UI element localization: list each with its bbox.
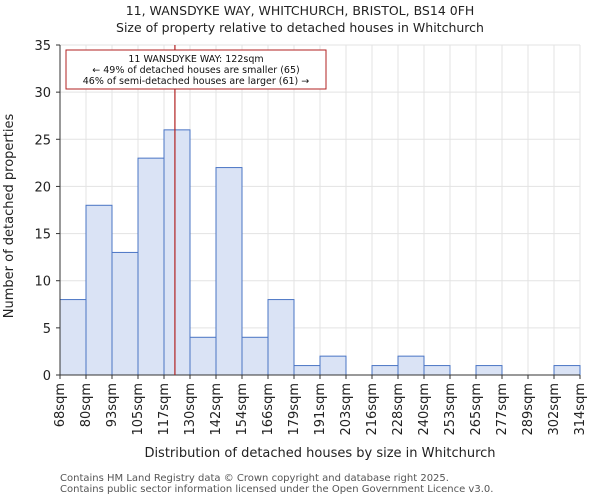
- y-tick-label: 30: [34, 86, 51, 101]
- chart-title: 11, WANSDYKE WAY, WHITCHURCH, BRISTOL, B…: [125, 3, 475, 18]
- x-tick-label: 203sqm: [339, 383, 354, 436]
- x-tick-label: 142sqm: [209, 383, 224, 436]
- y-axis-label: Number of detached properties: [2, 114, 17, 319]
- x-tick-label: 302sqm: [547, 383, 562, 436]
- x-axis-label: Distribution of detached houses by size …: [144, 446, 495, 461]
- x-tick-label: 117sqm: [157, 383, 172, 436]
- x-tick-label: 253sqm: [443, 383, 458, 436]
- bar: [59, 299, 87, 376]
- y-tick-label: 15: [34, 228, 51, 243]
- y-tick-label: 10: [34, 275, 51, 290]
- bar: [553, 365, 581, 376]
- annotation-box: [65, 49, 327, 90]
- bar: [423, 365, 451, 376]
- bar: [85, 204, 113, 376]
- x-tick-label: 105sqm: [131, 383, 146, 436]
- bar: [371, 365, 399, 376]
- x-tick-label: 191sqm: [313, 383, 328, 436]
- x-tick-label: 68sqm: [53, 383, 68, 427]
- annotation-line: ← 49% of detached houses are smaller (65…: [92, 65, 299, 76]
- x-tick-label: 80sqm: [79, 383, 94, 427]
- x-tick-label: 289sqm: [521, 383, 536, 436]
- bar: [189, 336, 217, 376]
- y-tick-label: 0: [43, 369, 51, 384]
- histogram-chart: 0 5 10 15 20 25 30 35 68sqm 80sqm 93sqm 105sqm 117s…: [2, 39, 588, 461]
- bar: [293, 365, 321, 376]
- x-tick-label: 216sqm: [365, 383, 380, 436]
- x-tick-label: 130sqm: [183, 383, 198, 436]
- y-tick-label: 35: [34, 39, 51, 54]
- bar: [137, 157, 165, 376]
- chart-subtitle: Size of property relative to detached ho…: [116, 20, 484, 35]
- bar: [215, 167, 243, 376]
- bar: [319, 355, 347, 376]
- x-tick-label: 240sqm: [417, 383, 432, 436]
- x-tick-label: 179sqm: [287, 383, 302, 436]
- y-tick-label: 25: [34, 133, 51, 148]
- annotation-line: 11 WANSDYKE WAY: 122sqm: [128, 54, 263, 65]
- x-tick-label: 228sqm: [391, 383, 406, 436]
- annotation-line: 46% of semi-detached houses are larger (…: [83, 76, 310, 87]
- bar: [397, 355, 425, 376]
- x-tick-label: 277sqm: [495, 383, 510, 436]
- bar: [267, 299, 295, 376]
- x-tick-label: 265sqm: [469, 383, 484, 436]
- y-tick-label: 5: [43, 322, 51, 337]
- x-tick-label: 166sqm: [261, 383, 276, 436]
- bar: [163, 129, 191, 376]
- bar: [475, 365, 503, 376]
- footer-licence: Contains public sector information licen…: [60, 484, 494, 495]
- bar: [111, 251, 139, 376]
- y-tick-label: 20: [34, 180, 51, 195]
- bar: [241, 336, 269, 376]
- x-tick-label: 154sqm: [235, 383, 250, 436]
- x-tick-label: 93sqm: [105, 383, 120, 427]
- x-tick-label: 314sqm: [573, 383, 588, 436]
- footer-copyright: Contains HM Land Registry data © Crown c…: [60, 473, 449, 484]
